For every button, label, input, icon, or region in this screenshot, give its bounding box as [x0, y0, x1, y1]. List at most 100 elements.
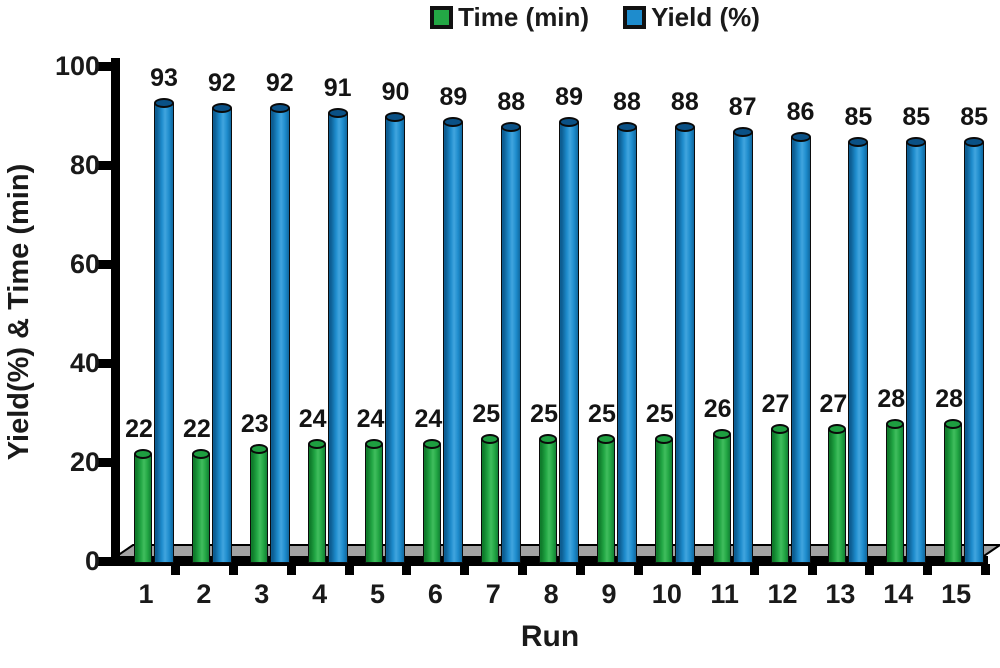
bar-cap-time-run-5 [365, 439, 384, 449]
x-tick-label-7: 7 [485, 579, 501, 609]
label-time-run-2: 22 [182, 415, 211, 443]
bar-cap-time-run-8 [539, 434, 558, 444]
label-time-run-5: 24 [356, 405, 385, 433]
bar-cap-time-run-14 [886, 419, 905, 429]
bar-yield-run-9 [616, 127, 637, 563]
x-tick-label-12: 12 [767, 579, 798, 609]
y-tick-60 [97, 260, 113, 269]
legend-item-yield: Yield (%) [623, 2, 760, 33]
x-tick-label-11: 11 [710, 579, 739, 609]
bar-cap-yield-run-4 [327, 108, 348, 118]
y-tick-label-20: 20 [69, 447, 100, 477]
bar-yield-run-4 [327, 113, 348, 563]
bar-cap-time-run-2 [191, 449, 210, 459]
label-yield-run-3: 92 [265, 69, 294, 97]
bar-cap-yield-run-7 [501, 122, 522, 132]
chart-legend: Time (min) Yield (%) [0, 2, 1000, 33]
label-yield-run-11: 87 [728, 93, 757, 121]
x-tick-6 [460, 564, 470, 575]
legend-item-time: Time (min) [430, 2, 589, 33]
label-yield-run-12: 86 [786, 98, 815, 126]
x-tick-13 [865, 564, 875, 575]
bar-yield-run-15 [964, 142, 985, 563]
bar-time-run-7 [481, 439, 500, 563]
bar-time-run-3 [249, 449, 268, 563]
y-tick-20 [97, 458, 113, 467]
x-tick-15 [981, 564, 991, 575]
label-yield-run-6: 89 [439, 83, 468, 111]
bar-yield-run-6 [443, 122, 464, 563]
bar-yield-run-14 [906, 142, 927, 563]
bar-cap-time-run-10 [654, 434, 673, 444]
x-axis-title: Run [520, 620, 580, 653]
y-tick-label-60: 60 [69, 249, 100, 279]
bar-cap-time-run-9 [596, 434, 615, 444]
label-time-run-3: 23 [240, 410, 269, 438]
label-time-run-1: 22 [125, 415, 153, 443]
label-yield-run-5: 90 [381, 78, 410, 106]
label-time-run-4: 24 [298, 405, 327, 433]
bar-cap-yield-run-10 [674, 122, 695, 132]
x-tick-label-4: 4 [312, 579, 328, 609]
label-yield-run-7: 88 [497, 88, 526, 116]
label-time-run-10: 25 [645, 400, 674, 428]
bar-time-run-11 [712, 434, 731, 563]
label-yield-run-10: 88 [670, 88, 699, 116]
label-time-run-14: 28 [877, 385, 906, 413]
bar-time-run-5 [365, 444, 384, 563]
bar-cap-yield-run-11 [732, 127, 753, 137]
label-time-run-12: 27 [761, 390, 790, 418]
x-tick-label-15: 15 [941, 579, 972, 609]
x-tick-label-1: 1 [138, 579, 154, 609]
bar-yield-run-13 [848, 142, 869, 563]
bar-yield-run-12 [790, 137, 811, 563]
bar-time-run-1 [134, 454, 152, 563]
label-time-run-15: 28 [935, 385, 964, 413]
x-tick-label-9: 9 [601, 579, 617, 609]
bar-cap-time-run-7 [481, 434, 500, 444]
y-tick-100 [97, 62, 113, 71]
bar-cap-time-run-15 [944, 419, 963, 429]
bar-yield-run-10 [674, 127, 695, 563]
bar-yield-run-3 [269, 108, 290, 563]
x-tick-5 [402, 564, 412, 575]
bar-time-run-10 [654, 439, 673, 563]
legend-label-time: Time (min) [458, 2, 590, 32]
label-time-run-9: 25 [588, 400, 616, 428]
label-yield-run-14: 85 [902, 103, 931, 131]
y-axis-line [111, 58, 120, 566]
label-yield-run-1: 93 [150, 64, 178, 92]
bar-yield-run-2 [211, 108, 232, 563]
bar-time-run-12 [770, 429, 789, 563]
bar-cap-yield-run-14 [906, 137, 927, 147]
label-yield-run-8: 89 [555, 83, 583, 111]
x-tick-8 [576, 564, 586, 575]
bar-cap-time-run-4 [307, 439, 326, 449]
bar-time-run-15 [944, 424, 963, 563]
bar-cap-yield-run-1 [154, 98, 174, 108]
y-tick-80 [97, 161, 113, 170]
label-yield-run-13: 85 [844, 103, 873, 131]
bar-yield-run-5 [385, 117, 406, 563]
y-tick-label-100: 100 [54, 51, 100, 81]
x-tick-label-10: 10 [651, 579, 682, 609]
bar-cap-yield-run-13 [848, 137, 869, 147]
legend-label-yield: Yield (%) [651, 2, 760, 32]
bar-time-run-2 [191, 454, 210, 563]
x-tick-label-6: 6 [427, 579, 443, 609]
bar-time-run-4 [307, 444, 326, 563]
bar-cap-time-run-6 [423, 439, 442, 449]
bar-cap-time-run-1 [134, 449, 152, 459]
x-tick-3 [286, 564, 296, 575]
y-tick-40 [97, 359, 113, 368]
bar-cap-time-run-12 [770, 424, 789, 434]
bar-yield-run-1 [154, 103, 174, 563]
label-time-run-7: 25 [472, 400, 501, 428]
bar-cap-time-run-3 [249, 444, 268, 454]
bar-cap-yield-run-3 [269, 103, 290, 113]
y-tick-label-40: 40 [69, 348, 100, 378]
label-time-run-8: 25 [530, 400, 558, 428]
x-tick-9 [633, 564, 643, 575]
bar-time-run-13 [828, 429, 847, 563]
